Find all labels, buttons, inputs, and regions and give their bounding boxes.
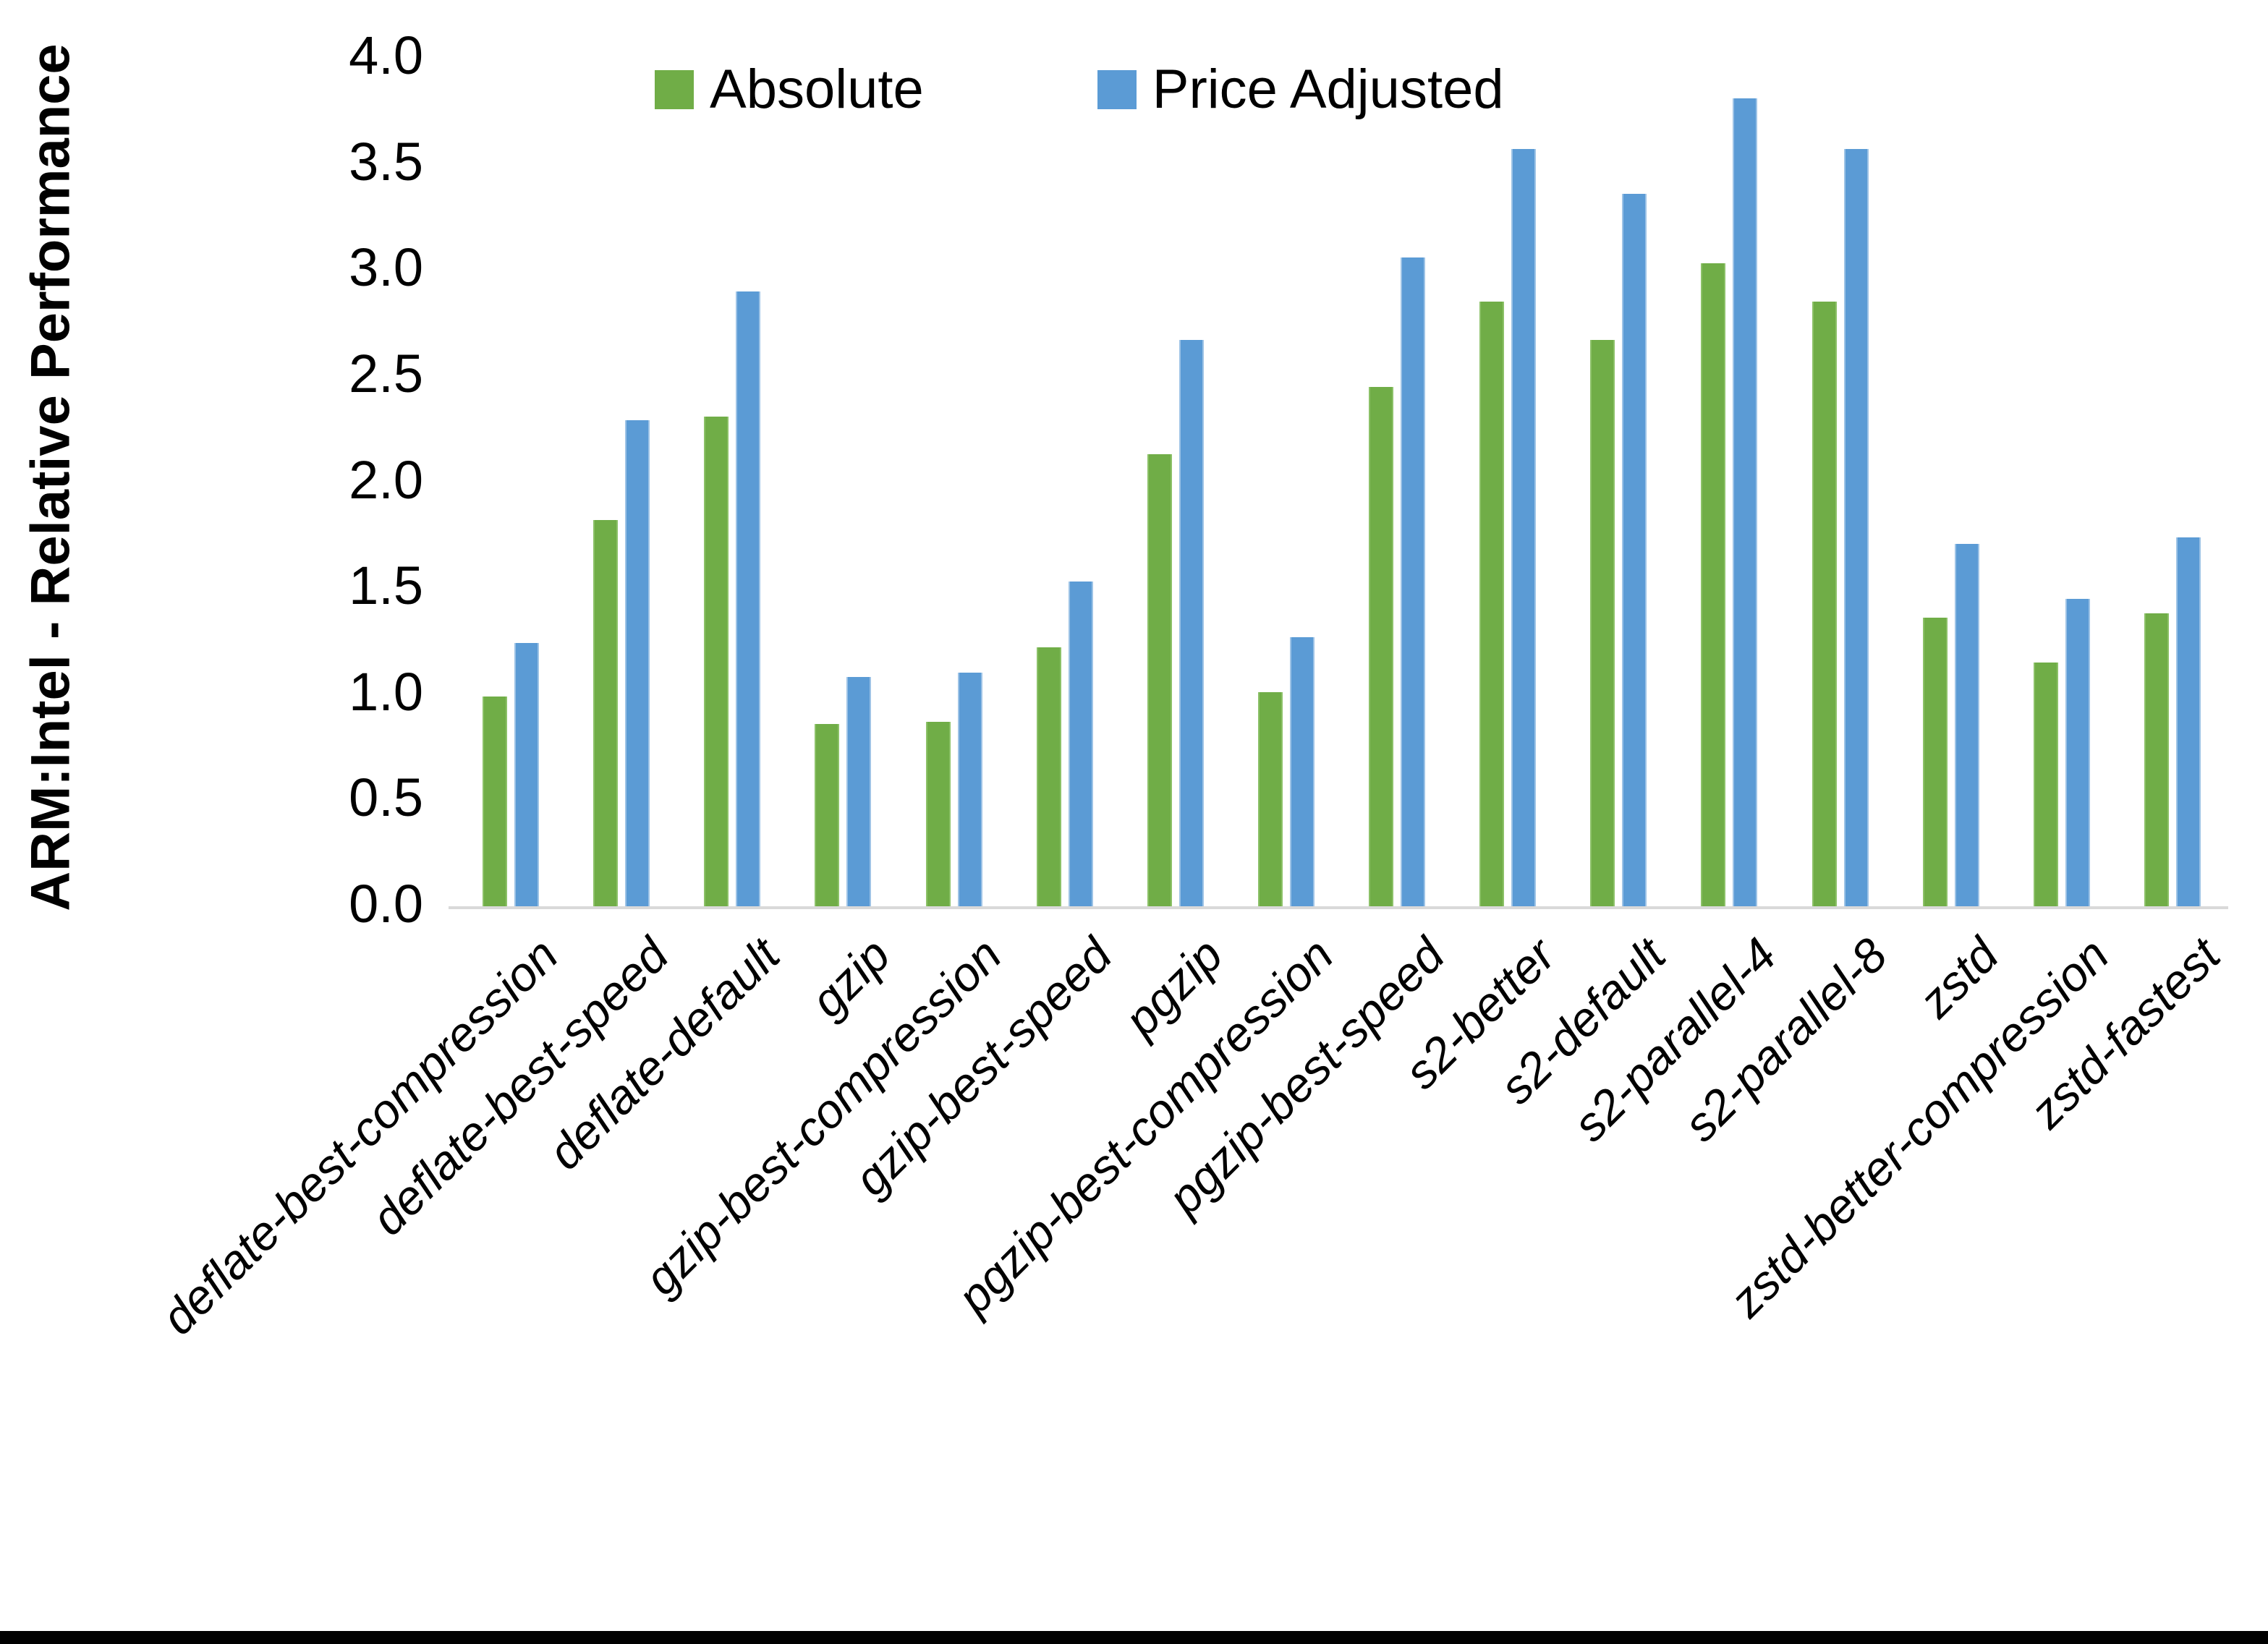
y-axis-tick-labels: 0.0 0.5 1.0 1.5 2.0 2.5 3.0 3.5 4.0 (0, 0, 423, 1644)
bar-pgzip-price-adjusted (1178, 340, 1204, 906)
bar-zstd-absolute (1922, 618, 1948, 906)
legend-item-absolute: Absolute (655, 58, 924, 121)
bar-gzip-best-compression-absolute (925, 721, 951, 906)
bar-gzip-price-adjusted (846, 677, 872, 906)
bar-zstd-better-compression-price-adjusted (2065, 598, 2090, 906)
bar-deflate-best-speed-absolute (593, 520, 619, 906)
bar-pgzip-best-compression-price-adjusted (1289, 636, 1314, 906)
bar-gzip-absolute (815, 723, 840, 906)
y-tick-label-2.0: 2.0 (349, 449, 423, 510)
bar-gzip-best-compression-price-adjusted (957, 673, 982, 906)
bar-zstd-price-adjusted (1954, 543, 1979, 906)
bar-zstd-better-compression-absolute (2033, 662, 2058, 906)
bars-container (449, 58, 2228, 906)
bar-group-gzip (815, 677, 872, 906)
bar-group-s2-default (1590, 193, 1647, 906)
bar-group-deflate-best-speed (593, 420, 650, 906)
bar-gzip-best-speed-price-adjusted (1068, 582, 1093, 906)
legend-swatch-absolute-icon (655, 69, 694, 109)
x-axis-label-gzip: gzip (800, 927, 901, 1028)
legend-label-absolute: Absolute (710, 59, 924, 120)
bar-group-deflate-default (704, 291, 761, 906)
bar-s2-better-price-adjusted (1511, 149, 1537, 906)
plot-area: Absolute Price Adjusted (449, 58, 2228, 909)
bar-s2-parallel-8-price-adjusted (1843, 149, 1869, 906)
bar-deflate-best-compression-absolute (483, 696, 507, 906)
bar-group-pgzip-best-compression (1257, 636, 1314, 906)
bar-zstd-fastest-absolute (2144, 613, 2169, 906)
legend-item-price-adjusted: Price Adjusted (1097, 58, 1504, 121)
bar-zstd-fastest-price-adjusted (2176, 537, 2201, 906)
y-tick-label-0.5: 0.5 (349, 767, 423, 828)
y-tick-label-3.0: 3.0 (349, 237, 423, 298)
bar-group-zstd-fastest (2144, 537, 2201, 906)
y-tick-label-0.0: 0.0 (349, 874, 423, 934)
y-tick-label-3.5: 3.5 (349, 131, 423, 192)
bar-deflate-best-compression-price-adjusted (514, 643, 539, 906)
x-axis-labels: deflate-best-compression deflate-best-spe… (151, 913, 2230, 1636)
bar-group-pgzip-best-speed (1369, 257, 1426, 906)
bar-group-s2-parallel-8 (1812, 149, 1869, 906)
bar-deflate-best-speed-price-adjusted (625, 420, 650, 906)
bar-group-deflate-best-compression (483, 643, 539, 906)
bar-group-s2-parallel-4 (1701, 98, 1758, 906)
bar-group-zstd (1922, 543, 1979, 906)
bar-s2-parallel-8-absolute (1812, 302, 1837, 906)
bar-s2-better-absolute (1479, 302, 1505, 906)
bar-group-s2-better (1479, 149, 1537, 906)
bar-pgzip-absolute (1147, 454, 1172, 906)
bar-deflate-default-price-adjusted (736, 291, 761, 906)
bar-group-pgzip (1147, 340, 1204, 906)
y-tick-label-1.0: 1.0 (349, 661, 423, 722)
y-tick-label-2.5: 2.5 (349, 343, 423, 404)
y-tick-label-1.5: 1.5 (349, 555, 423, 616)
bar-s2-default-price-adjusted (1622, 193, 1647, 906)
bar-group-zstd-better-compression (2033, 598, 2090, 906)
bottom-border-bar (0, 1631, 2268, 1644)
legend-label-price-adjusted: Price Adjusted (1152, 59, 1504, 120)
bar-s2-parallel-4-price-adjusted (1733, 98, 1758, 906)
bar-group-gzip-best-compression (925, 673, 982, 906)
bar-s2-default-absolute (1590, 340, 1615, 906)
legend: Absolute Price Adjusted (655, 58, 1504, 121)
bar-pgzip-best-speed-absolute (1369, 386, 1394, 906)
bar-group-gzip-best-speed (1036, 582, 1093, 906)
bar-gzip-best-speed-absolute (1036, 647, 1061, 906)
bar-pgzip-best-speed-price-adjusted (1401, 257, 1426, 906)
bar-deflate-default-absolute (704, 416, 729, 906)
bar-s2-parallel-4-absolute (1701, 263, 1726, 906)
y-tick-label-4.0: 4.0 (349, 25, 423, 86)
legend-swatch-price-adjusted-icon (1097, 69, 1137, 109)
bar-pgzip-best-compression-absolute (1257, 691, 1283, 906)
